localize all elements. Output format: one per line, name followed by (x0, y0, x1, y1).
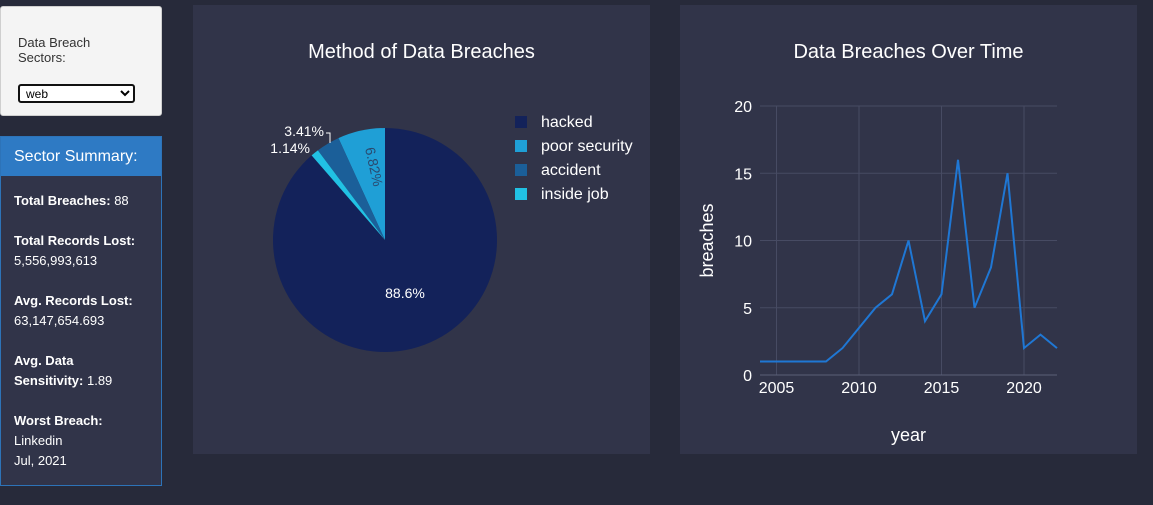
data-point[interactable] (856, 325, 862, 331)
legend-swatch-accident[interactable] (515, 164, 527, 176)
total-breaches-value: 88 (114, 193, 129, 208)
line-chart-panel: Data Breaches Over Time 0 5 10 15 20 2005 2010… (680, 5, 1137, 454)
sector-summary-title: Sector Summary: (1, 137, 161, 176)
x-tick-label: 2015 (924, 380, 960, 397)
legend-label-hacked[interactable]: hacked (541, 114, 593, 131)
total-breaches-stat: Total Breaches: 88 (14, 191, 159, 211)
x-tick-label: 2005 (759, 380, 795, 397)
line-chart-title: Data Breaches Over Time (793, 41, 1024, 63)
x-tick-label: 2020 (1006, 380, 1042, 397)
worst-breach-date: Jul, 2021 (14, 453, 67, 468)
pie-chart-panel: Method of Data Breaches 88.6% 6.82% 3.41% 1… (193, 5, 650, 454)
sector-dropdown[interactable]: web (18, 84, 135, 103)
sector-selector-card: Data Breach Sectors: web (0, 6, 162, 116)
avg-records-stat: Avg. Records Lost: 63,147,654.693 (14, 291, 159, 331)
total-records-value: 5,556,993,613 (14, 253, 98, 268)
total-records-stat: Total Records Lost: 5,556,993,613 (14, 231, 159, 271)
pie-leader-accident (326, 132, 331, 143)
data-point[interactable] (972, 305, 978, 311)
sector-summary-panel: Sector Summary: Total Breaches: 88 Total… (0, 136, 162, 486)
y-tick-label: 5 (743, 301, 752, 318)
pie-label-hacked: 88.6% (385, 285, 425, 301)
x-axis-title: year (891, 425, 926, 445)
sector-selector-label: Data Breach Sectors: (18, 35, 91, 65)
data-point[interactable] (955, 157, 961, 163)
data-point[interactable] (774, 359, 780, 365)
total-records-label: Total Records Lost: (14, 233, 136, 248)
legend-swatch-poor-security[interactable] (515, 140, 527, 152)
avg-records-label: Avg. Records Lost: (14, 293, 133, 308)
legend-swatch-hacked[interactable] (515, 116, 527, 128)
pie-label-accident: 3.41% (284, 123, 324, 139)
y-tick-label: 15 (734, 166, 752, 183)
avg-sensitivity-stat: Avg. Data Sensitivity: 1.89 (14, 351, 159, 391)
data-point[interactable] (1005, 170, 1011, 176)
data-point[interactable] (889, 291, 895, 297)
breaches-series-line[interactable] (760, 159, 1058, 363)
data-point[interactable] (823, 359, 829, 365)
legend-swatch-inside-job[interactable] (515, 188, 527, 200)
data-point[interactable] (1021, 345, 1027, 351)
legend-label-poor-security[interactable]: poor security (541, 138, 633, 155)
data-point[interactable] (906, 238, 912, 244)
data-point[interactable] (922, 318, 928, 324)
data-point[interactable] (1054, 345, 1060, 351)
pie-slice-poor-security[interactable] (338, 128, 385, 240)
data-point[interactable] (790, 359, 796, 365)
x-tick-label: 2010 (841, 380, 877, 397)
avg-sensitivity-label-1: Avg. Data (14, 353, 74, 368)
y-tick-label: 20 (734, 99, 752, 116)
avg-sensitivity-label-2: Sensitivity: (14, 373, 84, 388)
pie-label-inside-job: 1.14% (270, 140, 310, 156)
worst-breach-label: Worst Breach: (14, 413, 103, 428)
y-axis-title: breaches (697, 203, 717, 277)
data-point[interactable] (988, 264, 994, 270)
data-point[interactable] (807, 359, 813, 365)
pie-slice-inside-job[interactable] (311, 150, 385, 240)
data-point[interactable] (1038, 332, 1044, 338)
data-point[interactable] (873, 305, 879, 311)
data-point[interactable] (939, 291, 945, 297)
worst-breach-name: Linkedin (14, 433, 63, 448)
data-point[interactable] (757, 359, 763, 365)
legend-label-accident[interactable]: accident (541, 162, 601, 179)
total-breaches-label: Total Breaches: (14, 193, 111, 208)
legend-label-inside-job[interactable]: inside job (541, 186, 609, 203)
avg-records-value: 63,147,654.693 (14, 313, 105, 328)
data-point[interactable] (840, 345, 846, 351)
y-tick-label: 0 (743, 368, 752, 385)
pie-slice-accident[interactable] (317, 138, 385, 240)
line-chart: 0 5 10 15 20 2005 2010 2015 2020 year breaches (697, 99, 1060, 445)
y-tick-label: 10 (734, 234, 752, 251)
avg-sensitivity-value: 1.89 (86, 373, 113, 388)
worst-breach-stat: Worst Breach: Linkedin Jul, 2021 (14, 411, 159, 471)
pie-chart-title: Method of Data Breaches (308, 41, 535, 63)
